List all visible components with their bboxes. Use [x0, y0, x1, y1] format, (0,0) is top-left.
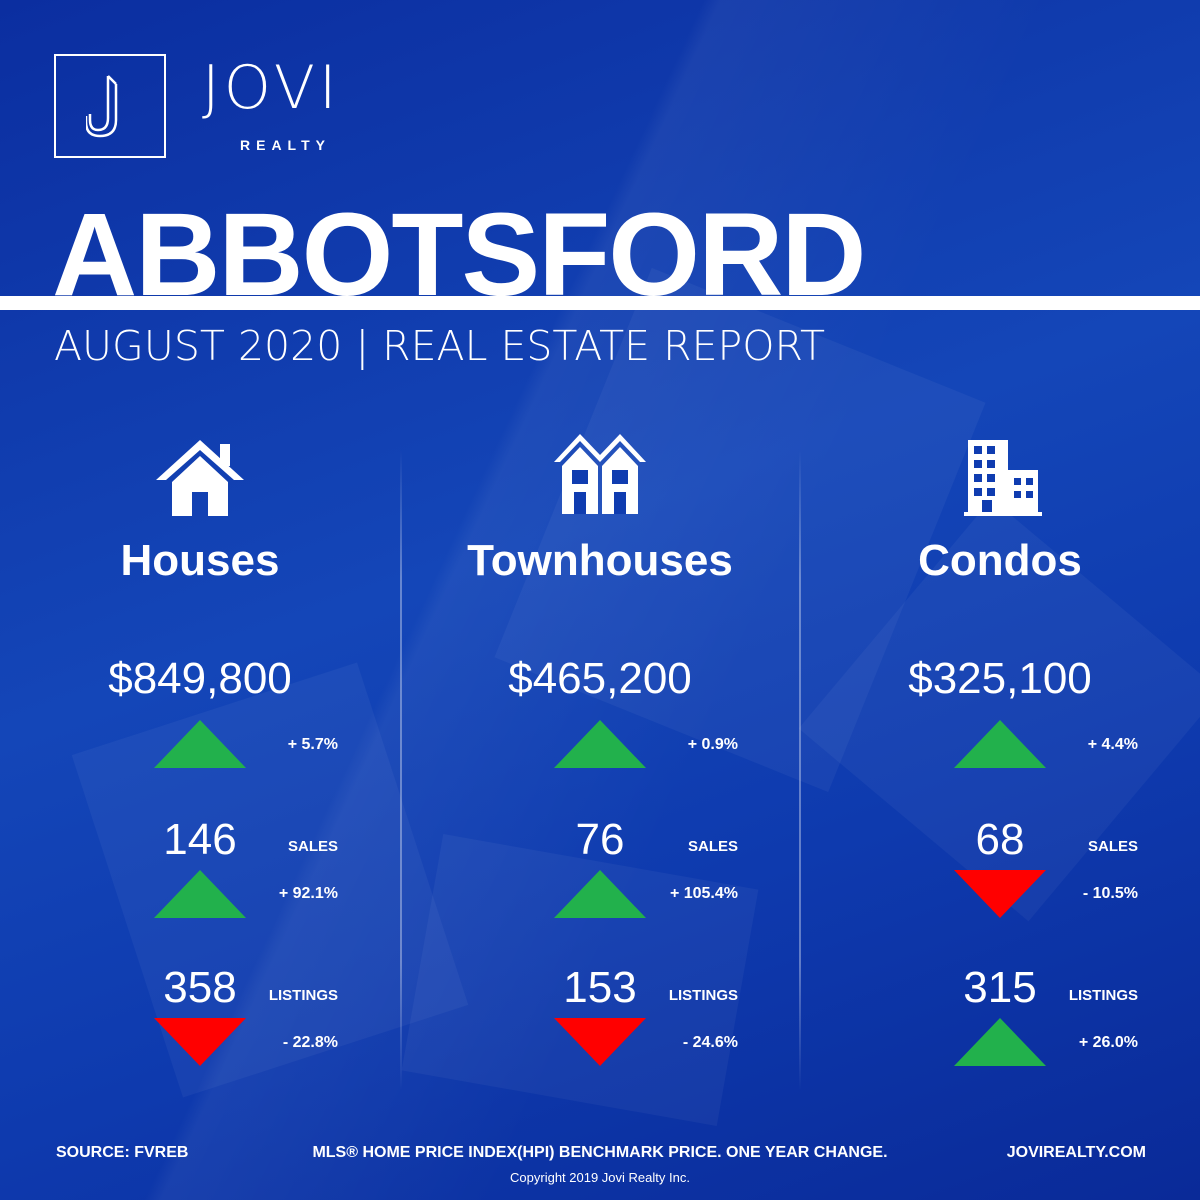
sales-count: 76	[575, 815, 625, 864]
category-townhouses: Townhouses $465,200 + 0.9% 76 SALES + 10…	[400, 430, 800, 1090]
sales-label: SALES	[687, 838, 738, 855]
sales-count: 68	[975, 815, 1025, 864]
benchmark-price: $849,800	[108, 654, 292, 703]
column-divider	[799, 450, 801, 1090]
listings-change-down-arrow-icon	[154, 1018, 246, 1066]
benchmark-price: $465,200	[508, 654, 692, 703]
sales-change: + 105.4%	[669, 885, 738, 902]
townhouse-icon	[554, 434, 646, 514]
listings-change: - 24.6%	[682, 1034, 738, 1051]
brand-subtitle: REALTY	[240, 137, 331, 153]
brand-name: JOVI	[202, 53, 341, 123]
footer-note: MLS® HOME PRICE INDEX(HPI) BENCHMARK PRI…	[312, 1144, 888, 1161]
listings-change-up-arrow-icon	[954, 1018, 1046, 1066]
sales-change: - 10.5%	[1082, 885, 1138, 902]
footer-website-link[interactable]: JOVIREALTY.COM	[1006, 1144, 1146, 1161]
column-divider	[400, 450, 402, 1090]
price-change-up-arrow-icon	[954, 720, 1046, 768]
logo-j-icon	[86, 75, 118, 138]
logo-mark	[54, 54, 166, 158]
listings-count: 358	[163, 963, 237, 1012]
page-title: ABBOTSFORD	[52, 189, 867, 321]
category-houses: Houses $849,800 + 5.7% 146 SALES + 92.1%…	[0, 430, 400, 1090]
sales-change-up-arrow-icon	[554, 870, 646, 918]
benchmark-price: $325,100	[908, 654, 1092, 703]
price-change-up-arrow-icon	[554, 720, 646, 768]
listings-count: 153	[563, 963, 637, 1012]
listings-label: LISTINGS	[1068, 987, 1138, 1004]
copyright: Copyright 2019 Jovi Realty Inc.	[510, 1170, 690, 1185]
house-icon	[156, 440, 244, 516]
listings-change-down-arrow-icon	[554, 1018, 646, 1066]
sales-change-up-arrow-icon	[154, 870, 246, 918]
price-change: + 4.4%	[1087, 736, 1138, 753]
listings-label: LISTINGS	[268, 987, 338, 1004]
category-title: Houses	[120, 536, 280, 585]
price-change-up-arrow-icon	[154, 720, 246, 768]
listings-change: + 26.0%	[1078, 1034, 1138, 1051]
report-subtitle: AUGUST 2020 | REAL ESTATE REPORT	[54, 322, 826, 370]
listings-count: 315	[963, 963, 1037, 1012]
price-change: + 0.9%	[687, 736, 738, 753]
building-icon	[964, 440, 1042, 516]
sales-count: 146	[163, 815, 237, 864]
footer-source: SOURCE: FVREB	[56, 1144, 189, 1161]
sales-change: + 92.1%	[278, 885, 338, 902]
headline-rule	[0, 296, 1200, 310]
sales-label: SALES	[1087, 838, 1138, 855]
listings-change: - 22.8%	[282, 1034, 338, 1051]
price-change: + 5.7%	[287, 736, 338, 753]
category-title: Townhouses	[467, 536, 733, 585]
category-title: Condos	[918, 536, 1082, 585]
sales-change-down-arrow-icon	[954, 870, 1046, 918]
category-condos: Condos $325,100 + 4.4% 68 SALES - 10.5% …	[800, 430, 1200, 1090]
sales-label: SALES	[287, 838, 338, 855]
listings-label: LISTINGS	[668, 987, 738, 1004]
